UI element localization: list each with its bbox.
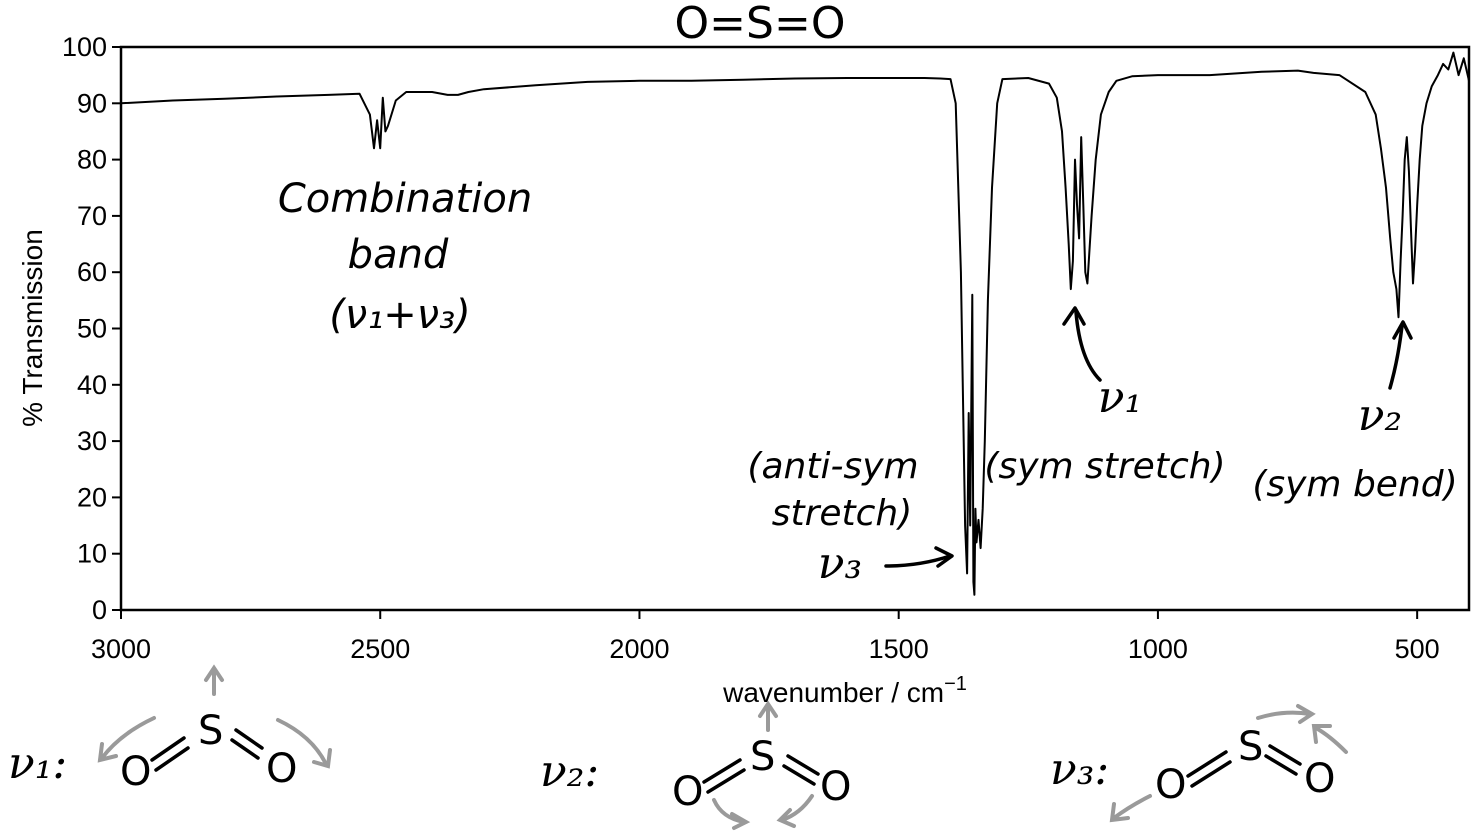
- x-axis-title-unit-exponent: −1: [944, 673, 967, 695]
- double-bond-right: [1264, 744, 1302, 776]
- sulfur-atom: S: [198, 708, 223, 754]
- annotation-text: (sym bend): [1252, 464, 1457, 505]
- up-left-arrow-icon: [1311, 724, 1348, 754]
- annotation-v2: ν₂ (sym bend): [1252, 320, 1458, 505]
- annotation-v3: (anti-sym stretch) ν₃: [747, 446, 954, 589]
- mode-label: ν₁:: [8, 738, 67, 789]
- mode-v2-sketch: ν₂: O S O: [540, 700, 851, 830]
- x-tick-label: 1000: [1128, 634, 1188, 664]
- oxygen-atom-left: O: [120, 749, 151, 795]
- x-tick-label: 500: [1395, 634, 1440, 664]
- y-tick-label: 90: [77, 88, 107, 118]
- double-bond-left: [702, 758, 746, 794]
- arrowhead-icon: [934, 546, 954, 568]
- curved-arrow-icon: [776, 794, 814, 828]
- annotation-text: ν₁: [1098, 372, 1142, 423]
- up-arrow-icon: [758, 700, 778, 732]
- curved-arrow-icon: [712, 798, 751, 830]
- up-arrow-icon: [204, 664, 224, 696]
- mode-v1-sketch: ν₁: O S O: [8, 664, 332, 795]
- annotation-v1: ν₁ (sym stretch): [984, 306, 1226, 487]
- y-tick-label: 0: [92, 595, 107, 625]
- arrowhead-icon: [1392, 320, 1413, 340]
- oxygen-atom-left: O: [672, 769, 703, 815]
- x-axis-ticks: 3000 2500 2000 1500 1000 500: [91, 610, 1440, 664]
- double-bond-left: [1186, 750, 1232, 788]
- double-bond-right: [782, 754, 820, 786]
- annotation-text: Combination: [278, 176, 532, 222]
- oxygen-atom-right: O: [266, 746, 297, 792]
- y-tick-label: 40: [77, 370, 107, 400]
- arrow-icon: [1074, 310, 1102, 382]
- chart-title: O=S=O: [675, 0, 846, 49]
- annotation-text: ν₃: [818, 538, 862, 589]
- down-left-arrow-icon: [97, 716, 156, 763]
- x-tick-label: 1500: [869, 634, 929, 664]
- oxygen-atom-right: O: [1304, 756, 1335, 802]
- y-tick-label: 30: [77, 426, 107, 456]
- mode-v3-sketch: ν₃: O S O: [1050, 704, 1348, 823]
- y-tick-label: 20: [77, 482, 107, 512]
- annotation-text: (ν₁+ν₃): [329, 292, 470, 338]
- annotation-text: ν₂: [1358, 390, 1402, 441]
- arrow-icon: [1388, 324, 1404, 390]
- y-axis-title: % Transmission: [17, 229, 48, 427]
- mode-label: ν₃:: [1050, 744, 1109, 795]
- double-bond-left: [150, 736, 190, 772]
- annotation-text: (anti-sym: [747, 446, 918, 487]
- sulfur-atom: S: [750, 734, 775, 780]
- y-tick-label: 80: [77, 145, 107, 175]
- oxygen-atom-right: O: [820, 764, 851, 810]
- y-axis-ticks: 0 10 20 30 40 50 60 70 80 90 100: [62, 32, 121, 625]
- annotation-text: band: [348, 232, 449, 278]
- down-left-arrow-icon: [1109, 794, 1152, 823]
- mode-label: ν₂:: [540, 746, 599, 797]
- x-axis-title-text: wavenumber / cm: [722, 677, 944, 708]
- y-tick-label: 100: [62, 32, 107, 62]
- double-bond-right: [230, 728, 264, 760]
- sulfur-atom: S: [1238, 724, 1263, 770]
- x-axis-title: wavenumber / cm−1: [722, 673, 967, 708]
- x-tick-label: 2500: [350, 634, 410, 664]
- annotation-text: stretch): [772, 493, 913, 534]
- annotation-combination-band: Combination band (ν₁+ν₃): [278, 176, 532, 338]
- arrow-icon: [884, 554, 952, 568]
- arrowhead-icon: [1062, 306, 1086, 326]
- oxygen-atom-left: O: [1155, 762, 1186, 808]
- annotation-text: (sym stretch): [984, 446, 1225, 487]
- y-tick-label: 70: [77, 201, 107, 231]
- down-right-arrow-icon: [276, 718, 332, 769]
- right-arrow-icon: [1256, 704, 1316, 724]
- x-tick-label: 2000: [609, 634, 669, 664]
- x-tick-label: 3000: [91, 634, 151, 664]
- spectrum-trace: [121, 51, 1469, 596]
- y-tick-label: 50: [77, 314, 107, 344]
- y-tick-label: 10: [77, 539, 107, 569]
- y-tick-label: 60: [77, 257, 107, 287]
